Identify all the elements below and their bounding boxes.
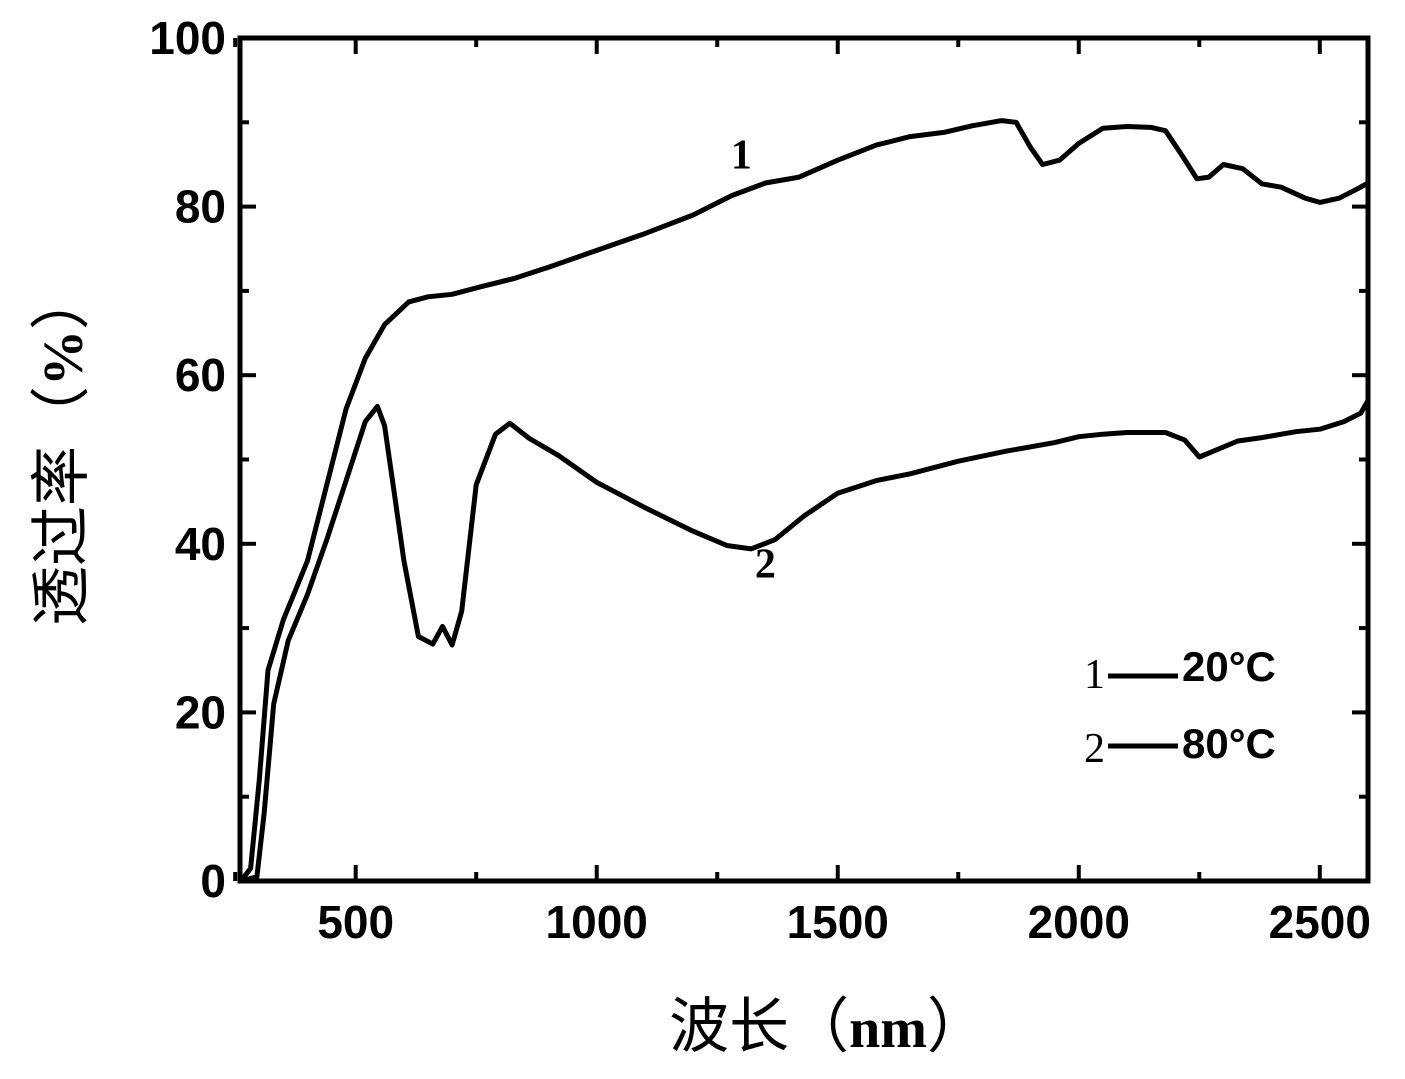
x-tick-label: 500	[317, 896, 394, 948]
curve-label-2: 2	[755, 542, 776, 588]
legend: 1 20°C 2 80°C	[1084, 643, 1276, 772]
x-tick-label: 1000	[546, 896, 648, 948]
curve-label-1: 1	[731, 133, 752, 179]
x-tick-label: 2500	[1269, 896, 1371, 948]
legend-label-2: 80°C	[1182, 720, 1276, 767]
y-tick-label: 20	[175, 686, 226, 738]
y-axis-title: 透过率（%）	[27, 270, 97, 626]
y-axis-title-main: 透过率（	[27, 386, 97, 626]
x-axis-title-main: 波长（	[669, 992, 849, 1062]
x-tick-label: 1500	[787, 896, 889, 948]
legend-marker-2: 2	[1084, 726, 1105, 772]
legend-marker-1: 1	[1084, 652, 1105, 698]
y-tick-label: 0	[200, 855, 226, 907]
y-tick-label: 40	[175, 518, 226, 570]
x-tick-label: 2000	[1028, 896, 1130, 948]
y-axis-title-close: ）	[27, 270, 97, 330]
x-axis-title-close: ）	[927, 992, 987, 1062]
y-axis-title-unit: %	[33, 330, 95, 386]
y-tick-label: 80	[175, 181, 226, 233]
y-tick-label: 60	[175, 349, 226, 401]
y-tick-label: 100	[149, 12, 226, 64]
x-axis-title-unit: nm	[849, 998, 927, 1060]
legend-label-1: 20°C	[1182, 643, 1276, 690]
x-axis-title: 波长（nm）	[669, 992, 987, 1062]
series-2-line	[241, 401, 1368, 882]
